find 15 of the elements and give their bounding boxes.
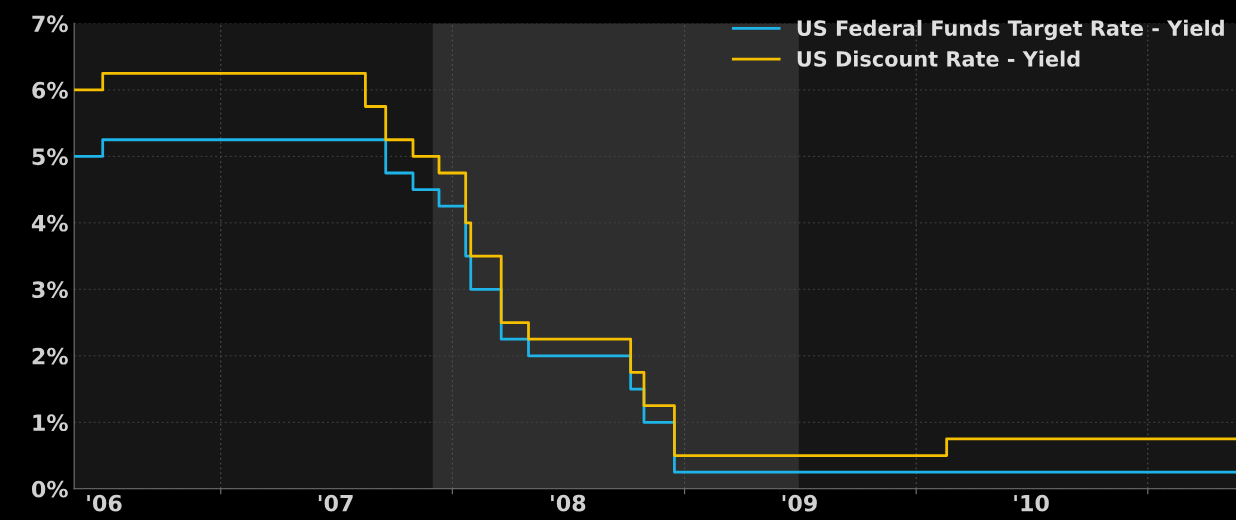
- y-tick-label: 0%: [31, 480, 68, 498]
- legend-label: US Discount Rate - Yield: [797, 50, 1080, 67]
- x-tick-label: '10: [1014, 494, 1049, 512]
- legend-label: US Federal Funds Target Rate - Yield: [797, 19, 1224, 41]
- y-tick-label: 7%: [32, 15, 68, 33]
- y-tick-label: 3%: [32, 281, 68, 299]
- y-tick-label: 5%: [32, 148, 68, 166]
- y-tick-label: 2%: [32, 347, 68, 365]
- x-tick-label: '07: [318, 494, 353, 512]
- y-tick-label: 4%: [31, 214, 68, 232]
- x-tick-label: '08: [551, 494, 586, 512]
- x-tick-label: '06: [87, 494, 122, 512]
- y-tick-label: 1%: [33, 414, 68, 432]
- x-tick-label: '09: [782, 494, 817, 512]
- y-tick-label: 6%: [32, 81, 68, 99]
